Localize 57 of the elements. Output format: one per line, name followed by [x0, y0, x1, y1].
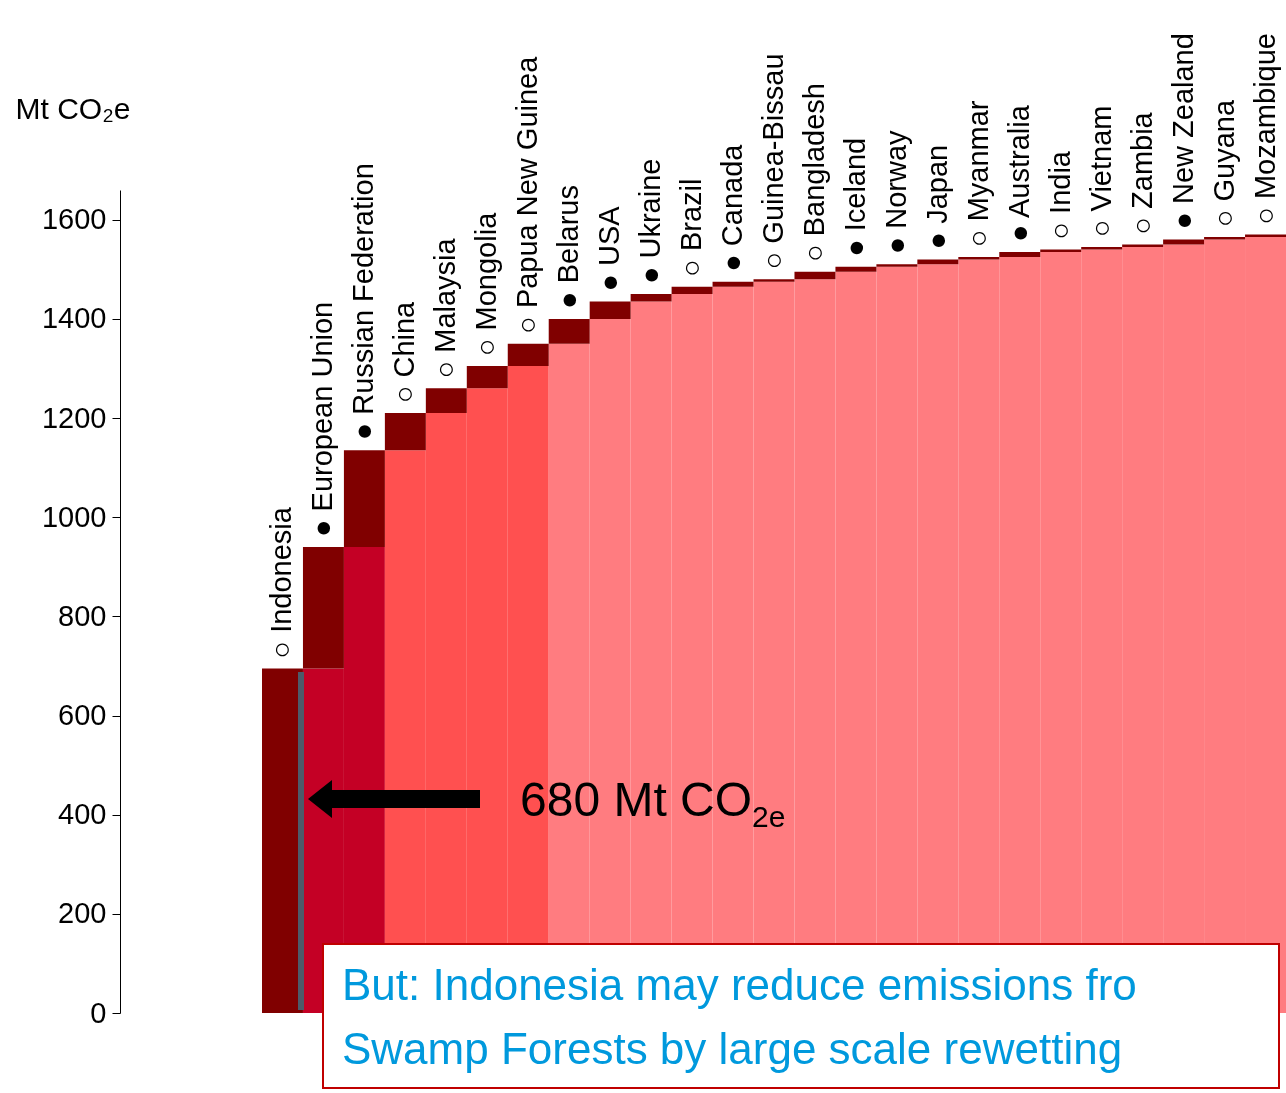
x-tick-label: ○ India — [1043, 150, 1076, 240]
x-tick-label: ○ Zambia — [1125, 111, 1158, 235]
bar — [630, 294, 672, 302]
y-tick-label: 0 — [90, 996, 107, 1029]
bar — [999, 251, 1041, 257]
x-tick-label: ● Australia — [1002, 104, 1035, 242]
y-tick-label: 800 — [58, 599, 107, 632]
x-tick-label: ○ Malaysia — [429, 237, 462, 379]
y-tick-label: 1000 — [41, 500, 107, 533]
x-tick-label: ● Ukraine — [634, 158, 667, 285]
x-tick-label: ○ Bangladesh — [797, 83, 830, 262]
x-tick-label: ○ Mozambique — [1248, 33, 1281, 225]
x-tick-label: ● Canada — [716, 143, 749, 272]
bar — [1204, 237, 1246, 240]
y-tick-label: 400 — [58, 798, 107, 831]
x-tick-label: ○ Guyana — [1207, 99, 1240, 228]
x-tick-label: ○ Mongolia — [470, 211, 503, 356]
y-tick-label: 1200 — [41, 401, 107, 434]
x-tick-label: ○ Myanmar — [961, 100, 994, 247]
bar — [548, 318, 590, 344]
bar — [384, 413, 426, 451]
bar — [507, 343, 549, 366]
bar — [671, 286, 713, 295]
x-tick-label: ● Belarus — [552, 185, 585, 309]
y-tick-label: 600 — [58, 699, 107, 732]
bar — [589, 301, 631, 319]
y-tick-label: 1400 — [41, 302, 107, 335]
x-tick-label: ● Russian Federation — [347, 163, 380, 441]
x-tick-label: ○ Vietnam — [1084, 105, 1117, 238]
y-axis-title: Mt CO₂e — [15, 91, 131, 125]
bar — [425, 388, 467, 414]
note-box: But: Indonesia may reduce emissions fro Swamp Forests by large scale rewetting — [322, 943, 1280, 1089]
x-tick-label: ● European Union — [306, 301, 339, 537]
x-tick-label: ● USA — [593, 205, 626, 292]
bar — [466, 366, 508, 389]
annotation: 680 Mt CO$_{2e}$ — [520, 772, 786, 835]
x-tick-label: ● Iceland — [838, 137, 871, 257]
y-tick-label: 200 — [58, 897, 107, 930]
x-tick-label: ○ China — [388, 300, 421, 404]
x-tick-label: ● Japan — [920, 144, 953, 250]
bar — [712, 281, 754, 287]
bar — [835, 266, 877, 272]
bar — [753, 279, 795, 282]
x-tick-label: ● New Zealand — [1166, 33, 1199, 230]
x-tick-label: ○ Brazil — [675, 178, 708, 277]
y-tick-label: 1600 — [41, 203, 107, 236]
x-tick-label: ● Norway — [879, 129, 912, 255]
bar — [876, 264, 918, 267]
bar — [1040, 249, 1082, 252]
bar — [1163, 239, 1205, 245]
x-tick-label: ○ Guinea-Bissau — [757, 53, 789, 270]
bar — [343, 450, 385, 547]
x-tick-label: ○ Indonesia — [265, 506, 298, 659]
bar — [302, 546, 344, 669]
bar — [794, 271, 836, 280]
x-tick-label: ○ Papua New Guinea — [511, 55, 544, 334]
bar — [917, 259, 959, 265]
